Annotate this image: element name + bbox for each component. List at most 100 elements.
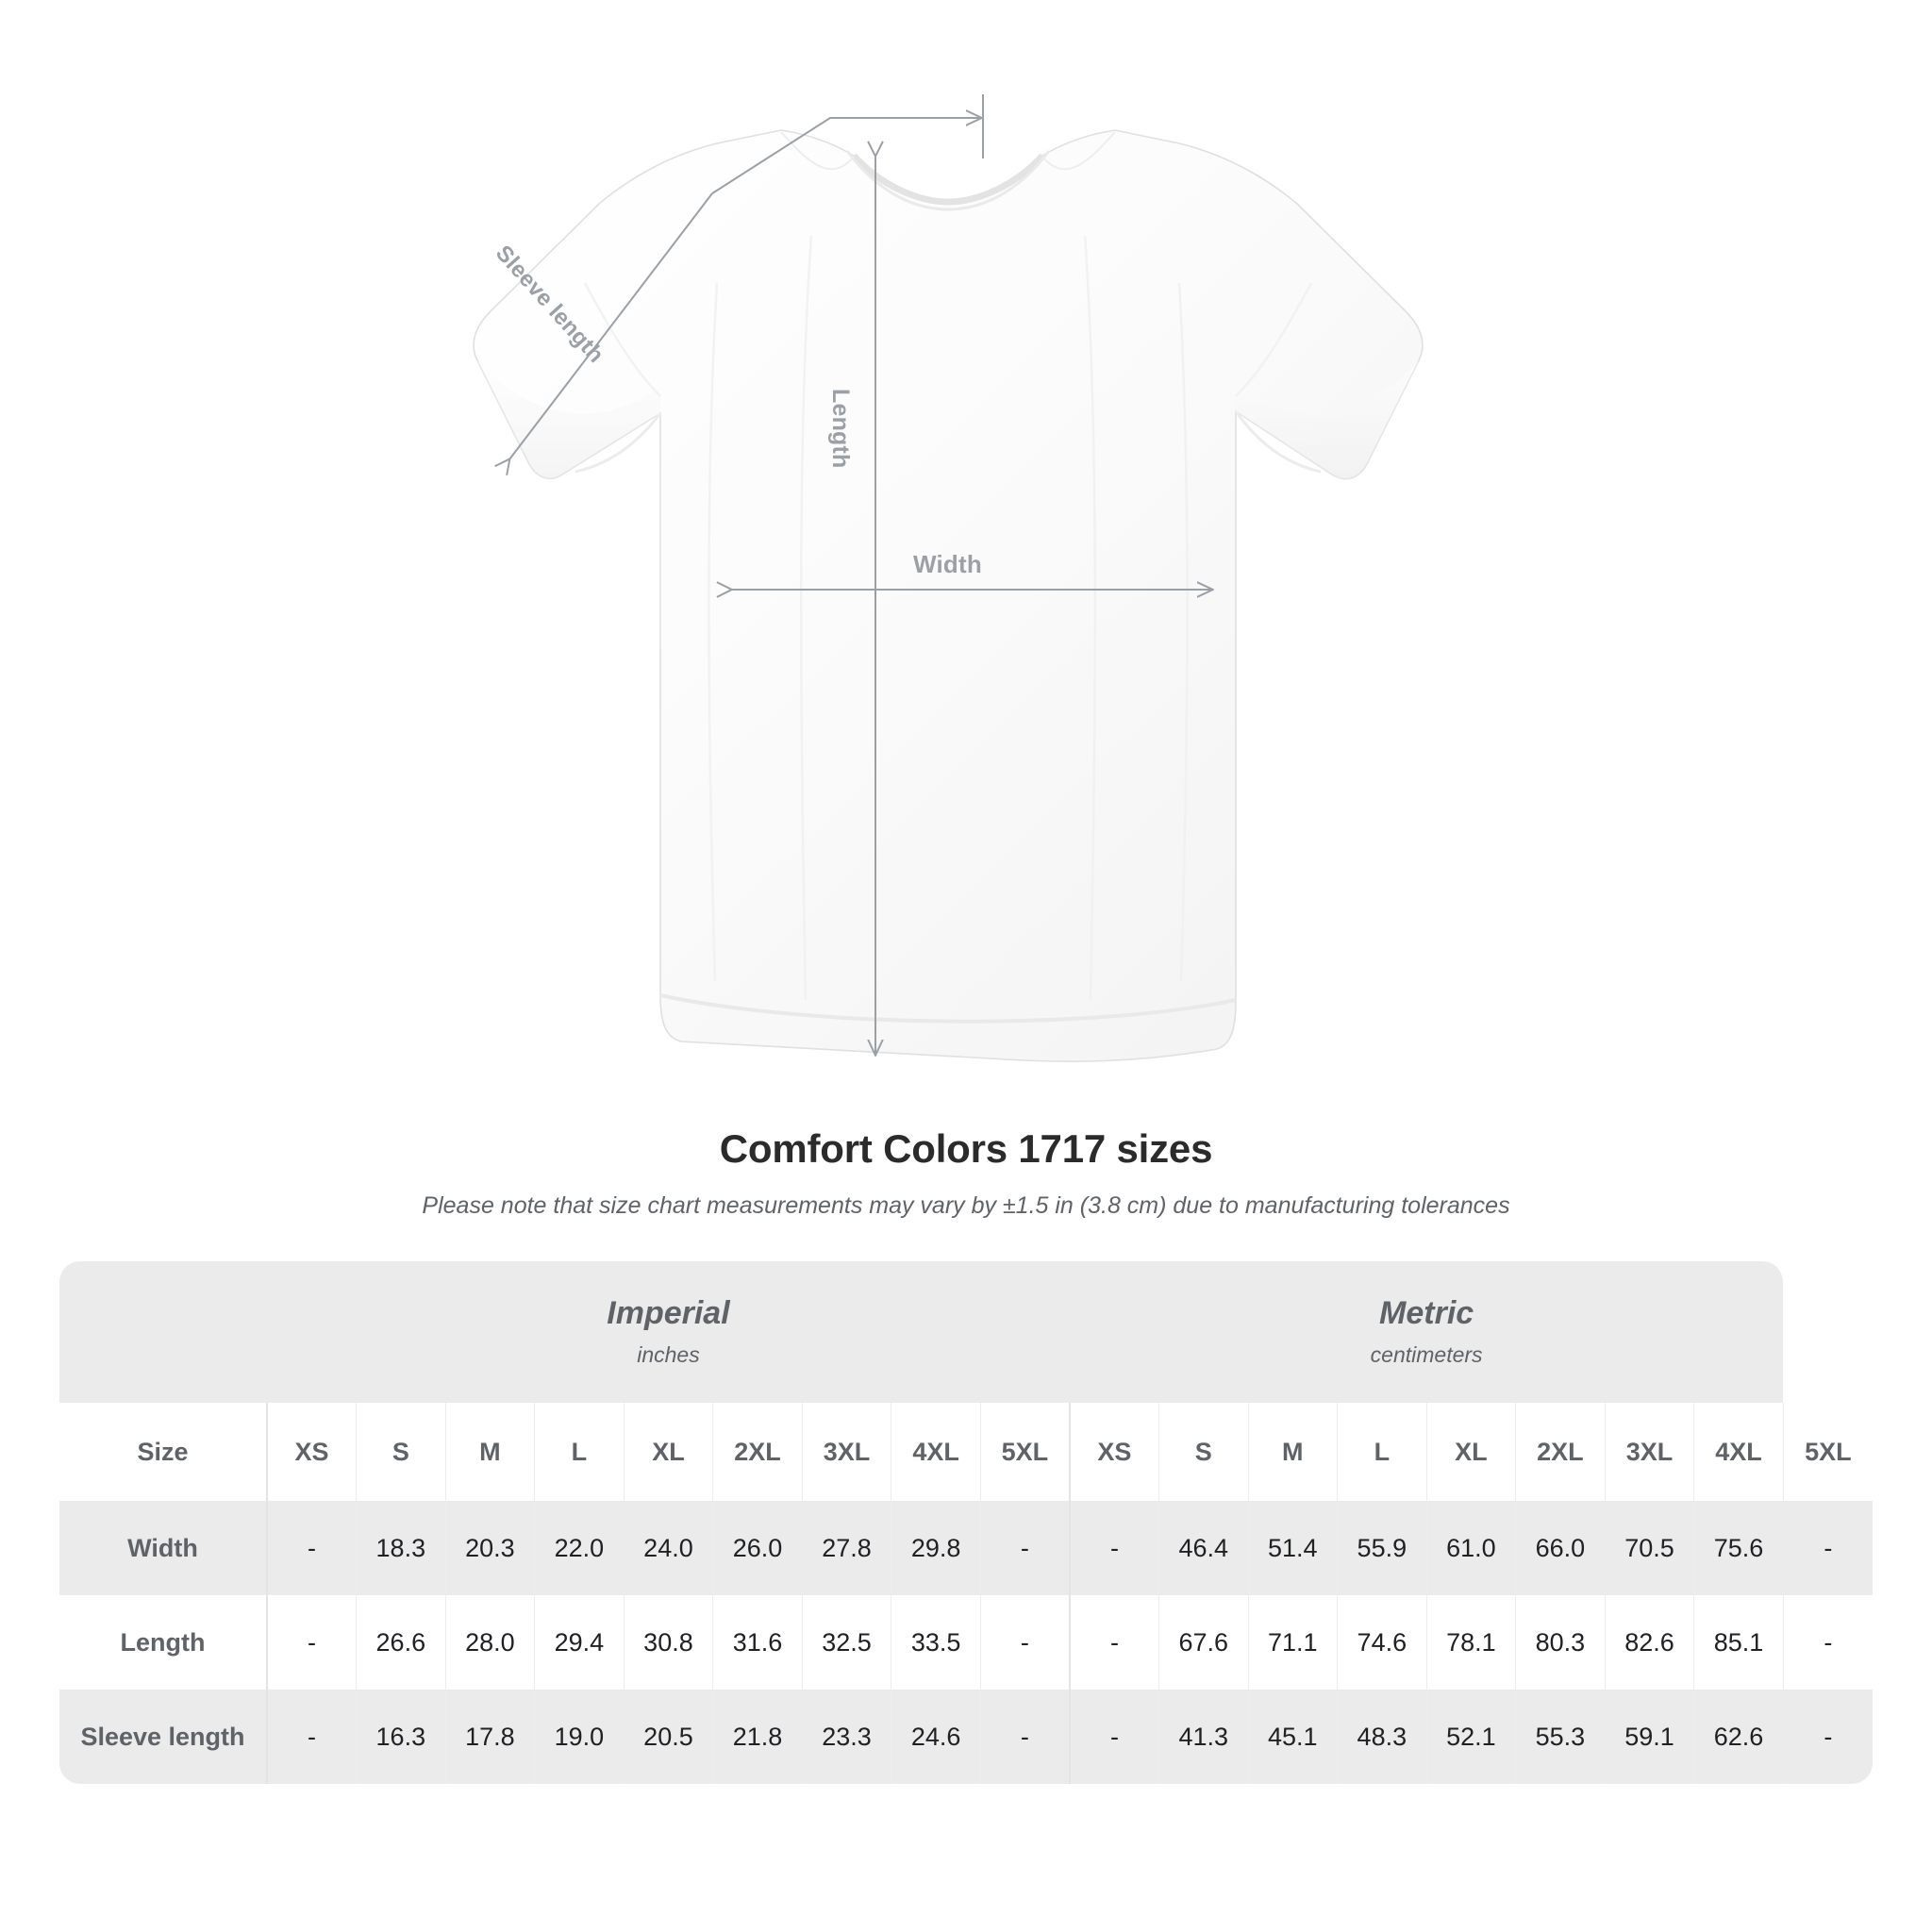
size-column-header: Size [59, 1403, 268, 1501]
cell-sleeve-length-imperial-l: 19.0 [534, 1690, 625, 1784]
size-header-metric-l: L [1337, 1403, 1427, 1501]
cell-length-imperial-l: 29.4 [534, 1595, 625, 1690]
row-label-length: Length [59, 1595, 268, 1690]
size-header-imperial-xl: XL [624, 1403, 714, 1501]
cell-sleeve-length-imperial-3xl: 23.3 [802, 1690, 892, 1784]
cell-length-imperial-2xl: 31.6 [712, 1595, 803, 1690]
cell-width-metric-l: 55.9 [1337, 1501, 1427, 1595]
unit-group-unit: centimeters [1370, 1342, 1483, 1368]
cell-width-metric-2xl: 66.0 [1515, 1501, 1606, 1595]
page-subtitle: Please note that size chart measurements… [422, 1192, 1510, 1219]
cell-width-metric-m: 51.4 [1248, 1501, 1339, 1595]
size-header-metric-2xl: 2XL [1515, 1403, 1606, 1501]
cell-width-metric-3xl: 70.5 [1605, 1501, 1695, 1595]
sleeve-dimension-line [509, 192, 713, 459]
cell-sleeve-length-metric-4xl: 62.6 [1693, 1690, 1784, 1784]
cell-width-imperial-2xl: 26.0 [712, 1501, 803, 1595]
unit-group-metric: Metric centimeters [1069, 1261, 1784, 1403]
cell-sleeve-length-metric-m: 45.1 [1248, 1690, 1339, 1784]
size-header-imperial-5xl: 5XL [980, 1403, 1071, 1501]
cell-length-imperial-3xl: 32.5 [802, 1595, 892, 1690]
cell-length-metric-xl: 78.1 [1426, 1595, 1517, 1690]
cell-length-imperial-5xl: - [980, 1595, 1071, 1690]
cell-sleeve-length-metric-xl: 52.1 [1426, 1690, 1517, 1784]
cell-sleeve-length-imperial-4xl: 24.6 [891, 1690, 981, 1784]
size-header-metric-xl: XL [1426, 1403, 1517, 1501]
unit-group-header-row: Imperial inches Metric centimeters [59, 1261, 1873, 1403]
cell-sleeve-length-metric-xs: - [1068, 1690, 1159, 1784]
unit-group-unit: inches [637, 1342, 700, 1368]
size-header-row: Size XS S M L XL 2XL 3XL 4XL 5XL XS S M L XL 2XL 3XL 4XL 5… [59, 1403, 1873, 1501]
size-header-imperial-4xl: 4XL [891, 1403, 981, 1501]
chart-heading-block: Comfort Colors 1717 sizes Please note th… [0, 1126, 1932, 1220]
cell-width-imperial-4xl: 29.8 [891, 1501, 981, 1595]
cell-width-imperial-l: 22.0 [534, 1501, 625, 1595]
row-label-width: Width [59, 1501, 268, 1595]
cell-sleeve-length-imperial-m: 17.8 [445, 1690, 536, 1784]
tshirt-illustration: Width Length Sleeve length [473, 94, 1424, 1062]
size-header-imperial-m: M [445, 1403, 536, 1501]
unit-group-name: Imperial [607, 1294, 730, 1331]
cell-length-metric-m: 71.1 [1248, 1595, 1339, 1690]
size-header-imperial-3xl: 3XL [802, 1403, 892, 1501]
cell-sleeve-length-metric-5xl: - [1783, 1690, 1873, 1784]
cell-width-imperial-5xl: - [980, 1501, 1071, 1595]
cell-width-metric-4xl: 75.6 [1693, 1501, 1784, 1595]
table-row: Width -18.3 20.3 22.0 24.0 26.0 27.8 29.8- -46.4… [59, 1501, 1873, 1595]
table-row: Length -26.6 28.0 29.4 30.8 31.6 32.5 33.5- -67.… [59, 1595, 1873, 1690]
size-header-metric-5xl: 5XL [1783, 1403, 1873, 1501]
size-header-imperial-2xl: 2XL [712, 1403, 803, 1501]
cell-width-imperial-xs: - [267, 1501, 358, 1595]
cell-length-metric-l: 74.6 [1337, 1595, 1427, 1690]
cell-sleeve-length-metric-s: 41.3 [1158, 1690, 1249, 1784]
cell-width-imperial-xl: 24.0 [624, 1501, 714, 1595]
cell-sleeve-length-imperial-xl: 20.5 [624, 1690, 714, 1784]
cell-sleeve-length-imperial-s: 16.3 [356, 1690, 446, 1784]
cell-length-metric-s: 67.6 [1158, 1595, 1249, 1690]
cell-width-imperial-3xl: 27.8 [802, 1501, 892, 1595]
dimension-lines [509, 94, 1212, 1055]
cell-length-metric-2xl: 80.3 [1515, 1595, 1606, 1690]
cell-width-metric-5xl: - [1783, 1501, 1873, 1595]
size-header-metric-xs: XS [1068, 1403, 1159, 1501]
cell-length-metric-3xl: 82.6 [1605, 1595, 1695, 1690]
cell-width-metric-s: 46.4 [1158, 1501, 1249, 1595]
size-header-imperial-xs: XS [267, 1403, 358, 1501]
size-header-metric-m: M [1248, 1403, 1339, 1501]
width-dimension-label: Width [913, 550, 982, 578]
sleeve-leader-line [711, 117, 981, 194]
cell-sleeve-length-metric-2xl: 55.3 [1515, 1690, 1606, 1784]
cell-length-imperial-m: 28.0 [445, 1595, 536, 1690]
unit-header-spacer [59, 1261, 267, 1403]
cell-length-imperial-xl: 30.8 [624, 1595, 714, 1690]
cell-length-metric-xs: - [1068, 1595, 1159, 1690]
unit-group-imperial: Imperial inches [267, 1261, 1070, 1403]
size-header-metric-3xl: 3XL [1605, 1403, 1695, 1501]
cell-width-imperial-s: 18.3 [356, 1501, 446, 1595]
cell-width-imperial-m: 20.3 [445, 1501, 536, 1595]
cell-length-imperial-xs: - [267, 1595, 358, 1690]
size-header-metric-4xl: 4XL [1693, 1403, 1784, 1501]
cell-sleeve-length-metric-l: 48.3 [1337, 1690, 1427, 1784]
cell-sleeve-length-imperial-5xl: - [980, 1690, 1071, 1784]
size-table-container: Imperial inches Metric centimeters Size XS S M L… [59, 1261, 1873, 1784]
tshirt-shape [473, 129, 1424, 1062]
length-dimension-label: Length [827, 389, 854, 469]
cell-sleeve-length-imperial-2xl: 21.8 [712, 1690, 803, 1784]
cell-width-metric-xs: - [1068, 1501, 1159, 1595]
size-header-imperial-s: S [356, 1403, 446, 1501]
size-chart-table: Imperial inches Metric centimeters Size XS S M L… [59, 1261, 1873, 1784]
cell-length-imperial-4xl: 33.5 [891, 1595, 981, 1690]
cell-length-metric-4xl: 85.1 [1693, 1595, 1784, 1690]
row-label-sleeve-length: Sleeve length [59, 1690, 268, 1784]
cell-sleeve-length-metric-3xl: 59.1 [1605, 1690, 1695, 1784]
cell-sleeve-length-imperial-xs: - [267, 1690, 358, 1784]
size-header-imperial-l: L [534, 1403, 625, 1501]
tshirt-diagram-svg [473, 94, 1424, 1062]
cell-width-metric-xl: 61.0 [1426, 1501, 1517, 1595]
page-title: Comfort Colors 1717 sizes [719, 1126, 1213, 1171]
table-row: Sleeve length -16.3 17.8 19.0 20.5 21.8 23.3 24… [59, 1690, 1873, 1784]
unit-group-name: Metric [1379, 1294, 1474, 1331]
size-header-metric-s: S [1158, 1403, 1249, 1501]
